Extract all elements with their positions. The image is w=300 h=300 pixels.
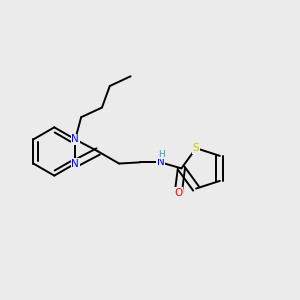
Text: H: H [159,150,165,159]
Text: S: S [193,143,200,153]
Text: N: N [157,157,164,167]
Text: N: N [71,158,79,169]
Text: O: O [174,188,183,198]
Text: N: N [71,134,79,144]
